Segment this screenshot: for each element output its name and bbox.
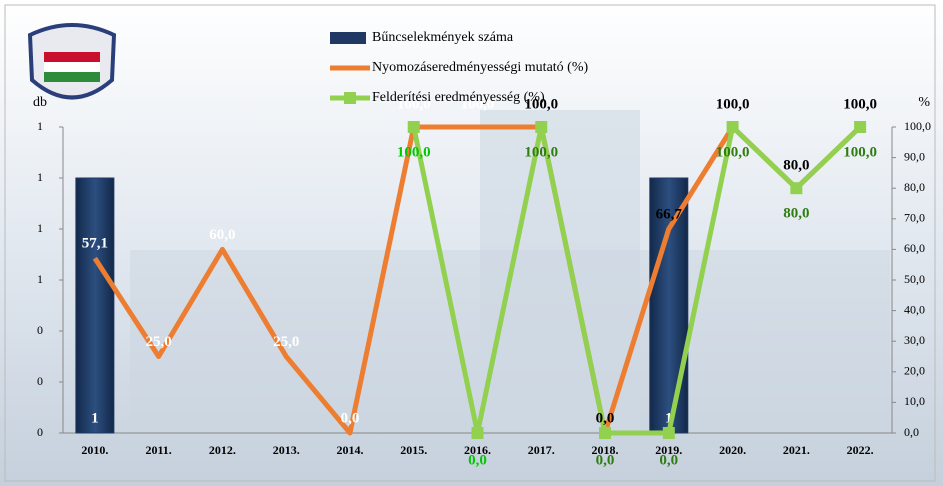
y2-tick-label: 50,0 — [904, 272, 925, 286]
data-label: 57,1 — [82, 236, 108, 252]
y-axis-label: db — [33, 95, 47, 110]
data-label: 0,0 — [596, 410, 615, 426]
data-label: 100,0 — [397, 96, 431, 112]
data-label: 0,0 — [659, 452, 678, 468]
data-label: 0,0 — [341, 410, 360, 426]
y2-tick-label: 20,0 — [904, 364, 925, 378]
data-label: 100,0 — [461, 96, 495, 112]
y2-tick-label: 90,0 — [904, 149, 925, 163]
bar — [75, 177, 115, 434]
y-tick-label: 1 — [37, 272, 43, 286]
marker — [471, 427, 484, 439]
y2-axis-label: % — [918, 95, 930, 110]
data-label: 100,0 — [843, 144, 877, 160]
x-tick-label: 2016. — [464, 443, 491, 457]
marker — [854, 121, 867, 133]
x-tick-label: 2018. — [592, 443, 619, 457]
x-tick-label: 2012. — [209, 443, 236, 457]
data-label: 100,0 — [524, 144, 558, 160]
logo-stripe — [44, 62, 100, 72]
y2-tick-label: 40,0 — [904, 302, 925, 316]
data-label: 60,0 — [209, 227, 235, 243]
y-tick-label: 0 — [37, 374, 43, 388]
y2-tick-label: 30,0 — [904, 333, 925, 347]
y2-tick-label: 0,0 — [904, 425, 919, 439]
data-label: 25,0 — [273, 334, 299, 350]
legend-label: Felderítési eredményesség (%) — [372, 90, 545, 105]
logo-stripe — [44, 52, 100, 62]
y-tick-label: 1 — [37, 221, 43, 235]
frame — [4, 4, 936, 482]
x-tick-label: 2011. — [145, 443, 171, 457]
bar — [649, 177, 689, 434]
x-tick-label: 2014. — [336, 443, 363, 457]
legend-swatch — [330, 32, 366, 44]
legend-label: Nyomozáseredményességi mutató (%) — [372, 60, 588, 75]
x-tick-label: 2019. — [655, 443, 682, 457]
data-label: 25,0 — [146, 334, 172, 350]
y-tick-label: 1 — [37, 170, 43, 184]
legend-label: Bűncselekmények száma — [372, 30, 514, 45]
y2-tick-label: 60,0 — [904, 241, 925, 255]
bar-label: 1 — [91, 410, 99, 426]
marker — [790, 182, 803, 195]
y-tick-label: 0 — [37, 323, 43, 337]
marker — [407, 121, 420, 133]
y-tick-label: 0 — [37, 425, 43, 439]
y-tick-label: 1 — [37, 119, 43, 133]
data-label: 0,0 — [468, 452, 487, 468]
x-tick-label: 2020. — [719, 443, 746, 457]
data-label: 0,0 — [596, 452, 615, 468]
data-label: 100,0 — [843, 96, 877, 112]
logo-stripe — [44, 72, 100, 82]
bar-label: 1 — [665, 410, 673, 426]
data-label: 100,0 — [397, 144, 431, 160]
marker — [726, 121, 739, 133]
marker — [599, 427, 612, 439]
data-label: 100,0 — [524, 96, 558, 112]
data-label: 80,0 — [783, 206, 809, 222]
y2-tick-label: 10,0 — [904, 394, 925, 408]
x-tick-label: 2021. — [783, 443, 810, 457]
legend-swatch — [344, 92, 356, 104]
data-label: 100,0 — [716, 96, 750, 112]
x-tick-label: 2013. — [273, 443, 300, 457]
x-tick-label: 2022. — [847, 443, 874, 457]
data-label: 100,0 — [716, 144, 750, 160]
data-label: 66,7 — [656, 206, 683, 222]
logo — [27, 23, 117, 100]
x-tick-label: 2017. — [528, 443, 555, 457]
data-label: 80,0 — [783, 158, 809, 174]
line — [411, 124, 862, 436]
x-tick-label: 2015. — [400, 443, 427, 457]
y2-tick-label: 70,0 — [904, 211, 925, 225]
marker — [662, 427, 675, 439]
marker — [535, 121, 548, 133]
y2-tick-label: 80,0 — [904, 180, 925, 194]
y2-tick-label: 100,0 — [904, 119, 931, 133]
x-tick-label: 2010. — [81, 443, 108, 457]
